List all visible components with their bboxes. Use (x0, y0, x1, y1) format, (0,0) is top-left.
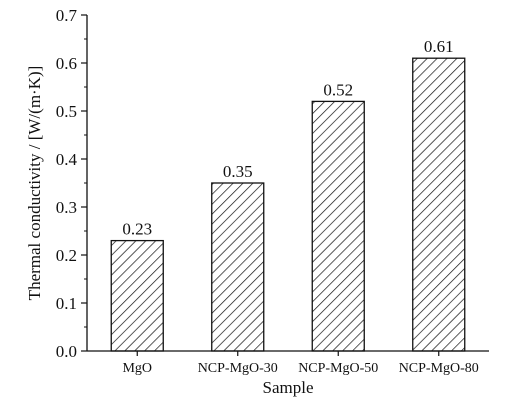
plot-area: 0.23 0.35 0.52 0.61 0.0 0.1 0.2 0.3 0.4 0.5 0.6 0.7… (56, 6, 489, 376)
y-tick-label: 0.0 (56, 342, 77, 361)
data-label: 0.23 (122, 220, 152, 239)
bar-ncp-mgo-80 (412, 57, 466, 352)
y-tick-label: 0.6 (56, 54, 77, 73)
x-tick-label: NCP-MgO-30 (198, 361, 278, 376)
bar-mgo (110, 239, 164, 352)
bar-ncp-mgo-50 (311, 100, 365, 352)
y-tick-label: 0.3 (56, 198, 77, 217)
y-tick-label: 0.4 (56, 150, 78, 169)
x-tick-label: NCP-MgO-50 (298, 361, 378, 376)
y-axis-label: Thermal conductivity / [W/(m·K)] (25, 66, 44, 301)
bar-ncp-mgo-30 (211, 182, 265, 352)
data-label: 0.52 (323, 80, 353, 99)
y-tick-label: 0.1 (56, 294, 77, 313)
y-tick-label: 0.5 (56, 102, 77, 121)
x-axis-label: Sample (263, 378, 314, 397)
x-tick-label: NCP-MgO-80 (399, 361, 479, 376)
data-label: 0.61 (424, 37, 454, 56)
y-tick-label: 0.2 (56, 246, 77, 265)
y-tick-label: 0.7 (56, 6, 78, 25)
x-tick-label: MgO (122, 361, 152, 376)
data-label: 0.35 (223, 162, 253, 181)
